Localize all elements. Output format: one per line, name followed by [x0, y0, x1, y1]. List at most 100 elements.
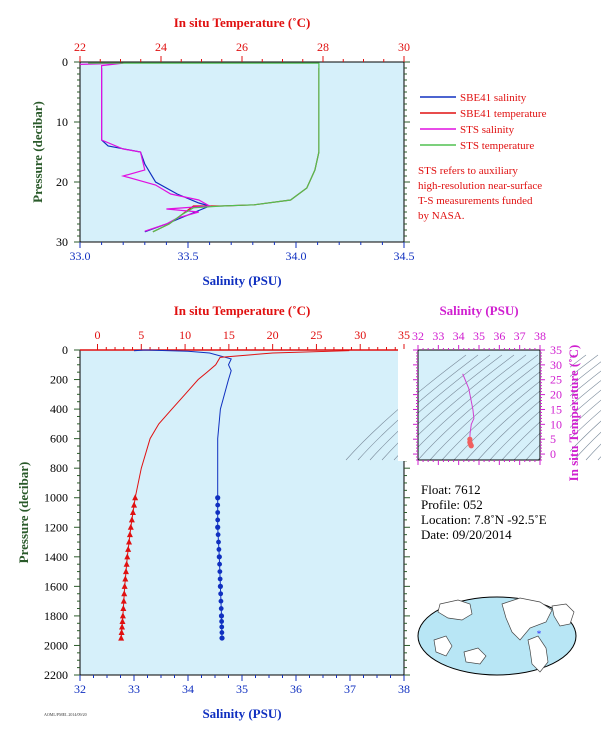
- temperature-marker: [119, 617, 126, 624]
- temp-tick-label: 35: [398, 328, 410, 342]
- salinity-marker: [219, 624, 225, 630]
- ts-x-tick-label: 32: [412, 329, 424, 343]
- profile-number: Profile: 052: [421, 497, 483, 512]
- y-tick-label: 400: [50, 402, 68, 416]
- temperature-marker: [131, 501, 138, 508]
- x-tick-label: 34.0: [286, 249, 307, 263]
- density-contour: [561, 420, 601, 461]
- continent: [433, 635, 453, 657]
- salinity-marker: [216, 554, 222, 560]
- ts-clip-right: [540, 349, 570, 461]
- ts-y-tick-label: 35: [550, 343, 562, 357]
- salinity-marker: [217, 569, 223, 574]
- legend-entry: STS temperature: [460, 140, 534, 152]
- density-contour: [345, 354, 467, 461]
- y-tick-label: 1800: [44, 609, 68, 623]
- salinity-marker: [217, 576, 223, 582]
- series-line-4: [88, 62, 320, 233]
- y-axis-title: Pressure (decibar): [16, 462, 31, 564]
- salinity-marker: [215, 502, 221, 508]
- continent: [437, 599, 473, 621]
- x-tick-label: 34.5: [394, 249, 415, 263]
- temperature-marker: [132, 494, 139, 501]
- salinity-marker: [216, 547, 222, 552]
- ts-x-tick-label: 33: [432, 329, 444, 343]
- temperature-marker: [127, 523, 134, 530]
- temperature-marker: [124, 553, 131, 560]
- x-tick-label: 33: [128, 682, 140, 696]
- legend-entry: SBE41 salinity: [460, 92, 527, 104]
- temperature-marker: [126, 538, 133, 545]
- temperature-marker: [122, 575, 129, 582]
- y-tick-label: 0: [62, 343, 68, 357]
- ts-x-tick-label: 37: [514, 329, 526, 343]
- salinity-marker: [219, 619, 225, 624]
- ts-y-tick-label: 30: [550, 358, 562, 372]
- density-contour: [429, 354, 551, 461]
- density-contour: [417, 354, 539, 461]
- ts-y-tick-label: 25: [550, 373, 562, 387]
- temperature-marker: [121, 582, 128, 589]
- float-info: Float: 7612 Profile: 052 Location: 7.8˚N…: [421, 482, 547, 542]
- salinity-marker: [218, 598, 224, 604]
- y-tick-label: 1400: [44, 550, 68, 564]
- x-axis-title: Salinity (PSU): [202, 273, 281, 288]
- density-contour: [477, 354, 599, 461]
- temperature-marker: [126, 531, 133, 538]
- float-position-marker: *: [537, 629, 542, 639]
- temp-tick-label: 0: [95, 328, 101, 342]
- sts-note-line: by NASA.: [418, 210, 465, 222]
- x-tick-label: 33.0: [70, 249, 91, 263]
- float-id: Float: 7612: [421, 482, 481, 497]
- ts-y-tick-label: 20: [550, 388, 562, 402]
- continent: [527, 635, 549, 673]
- temp-tick-label: 22: [74, 40, 86, 54]
- y-tick-label: 200: [50, 373, 68, 387]
- y-tick-label: 1600: [44, 579, 68, 593]
- temperature-marker: [128, 516, 135, 523]
- legend-entry: STS salinity: [460, 124, 515, 136]
- salinity-marker: [219, 635, 225, 641]
- sts-note-line: STS refers to auxiliary: [418, 165, 518, 177]
- temperature-marker: [119, 612, 126, 619]
- temperature-marker: [118, 634, 125, 641]
- y-tick-label: 1200: [44, 520, 68, 534]
- profile-date: Date: 09/20/2014: [421, 527, 512, 542]
- continent: [501, 597, 553, 641]
- sts-note-line: T-S measurements funded: [418, 195, 533, 207]
- temperature-marker: [129, 509, 136, 515]
- temperature-marker: [120, 597, 127, 604]
- temp-tick-label: 5: [138, 328, 144, 342]
- temperature-marker: [120, 605, 127, 612]
- ts-title: Salinity (PSU): [439, 303, 518, 318]
- temperature-marker: [123, 560, 130, 567]
- legend-entry: SBE41 temperature: [460, 108, 547, 120]
- ts-point: [468, 443, 474, 449]
- temperature-marker: [125, 545, 132, 552]
- temp-tick-label: 26: [236, 40, 248, 54]
- y-tick-label: 0: [62, 55, 68, 69]
- temp-tick-label: 30: [354, 328, 366, 342]
- y-tick-label: 20: [56, 175, 68, 189]
- salinity-marker: [215, 510, 221, 515]
- salinity-marker: [219, 630, 225, 635]
- x-tick-label: 35: [236, 682, 248, 696]
- temperature-marker: [121, 590, 128, 597]
- salinity-marker: [218, 591, 224, 597]
- top-axis-title: In situ Temperature (˚C): [174, 15, 311, 30]
- x-tick-label: 36: [290, 682, 302, 696]
- salinity-marker: [217, 583, 223, 589]
- x-tick-label: 33.5: [178, 249, 199, 263]
- y-tick-label: 600: [50, 432, 68, 446]
- float-location: Location: 7.8˚N -92.5˚E: [421, 512, 547, 527]
- y-tick-label: 1000: [44, 491, 68, 505]
- density-contour: [381, 354, 503, 461]
- ts-y-tick-label: 10: [550, 417, 562, 431]
- temp-tick-label: 20: [267, 328, 279, 342]
- y-tick-label: 30: [56, 235, 68, 249]
- salinity-marker: [217, 561, 222, 567]
- x-tick-label: 38: [398, 682, 410, 696]
- salinity-marker: [218, 606, 224, 611]
- temperature-marker: [122, 568, 129, 575]
